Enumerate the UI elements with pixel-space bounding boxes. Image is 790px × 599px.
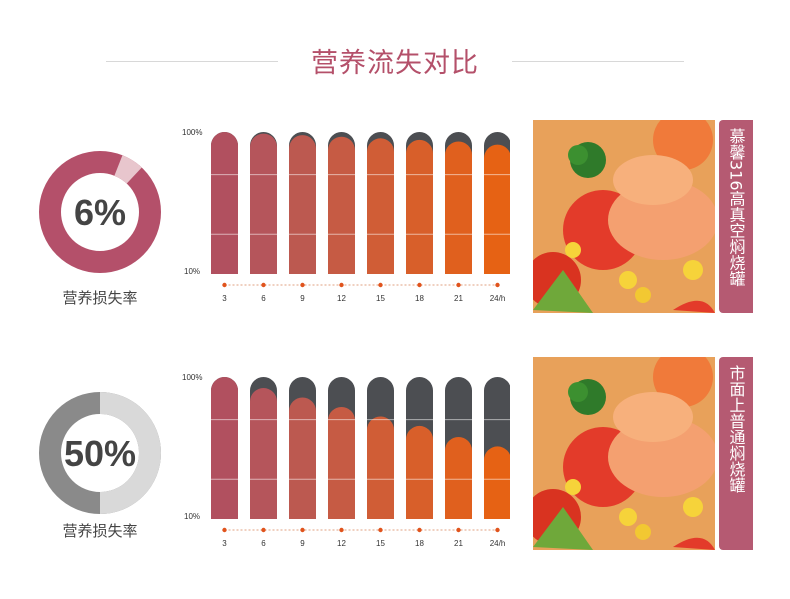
food-photo-1 (533, 120, 715, 313)
bar-9 (289, 397, 316, 519)
page-title: 营养流失对比 (311, 48, 479, 79)
y-tick-label-bottom: 10% (184, 512, 200, 521)
x-tick-label: 18 (415, 294, 424, 302)
x-tick-dot (378, 527, 383, 533)
bar-24/h (484, 144, 510, 274)
x-tick-dot (339, 282, 344, 288)
bar-15 (367, 416, 394, 519)
donut-loss-arc-1 (113, 155, 142, 184)
x-tick-dot (261, 527, 266, 533)
x-tick-label: 6 (261, 294, 266, 302)
y-tick-label-top: 100% (182, 373, 202, 382)
x-tick-label: 24/h (490, 294, 506, 302)
x-tick-label: 3 (222, 294, 227, 302)
x-tick-label: 15 (376, 539, 385, 547)
donut-label-1: 营养损失率 (62, 289, 138, 307)
food-photo-2 (533, 357, 715, 550)
x-tick-dot (300, 527, 305, 533)
bar-chart-1: 100% 10% 3 6 9 12 15 18 21 24/h (182, 128, 510, 302)
bar-18 (406, 425, 433, 519)
x-tick-label: 15 (376, 294, 385, 302)
x-tick-label: 6 (261, 539, 266, 547)
x-tick-dot (339, 527, 344, 533)
x-tick-label: 24/h (490, 539, 506, 547)
x-tick-dot (456, 282, 461, 288)
bar-18 (406, 139, 433, 274)
x-tick-dot (300, 282, 305, 288)
bar-15 (367, 138, 394, 274)
x-tick-label: 21 (454, 539, 463, 547)
bar-12 (328, 136, 355, 274)
x-tick-dot (495, 282, 500, 288)
donut-chart-1: 6% (39, 151, 161, 273)
x-tick-dot (456, 527, 461, 533)
bar-24/h (484, 446, 510, 519)
bar-3 (211, 377, 238, 519)
x-tick-label: 9 (300, 294, 305, 302)
x-tick-dot (222, 282, 227, 288)
x-tick-dot (417, 282, 422, 288)
y-tick-label-bottom: 10% (184, 267, 200, 276)
bar-6 (250, 133, 277, 274)
donut-percent-2: 50% (64, 433, 136, 474)
x-tick-label: 12 (337, 539, 346, 547)
product-label-2: 市面上普通焖烧罐 (719, 357, 753, 550)
bar-21 (445, 436, 472, 519)
product-label-1: 慕馨316高真空焖烧罐 (719, 120, 753, 313)
donut-label-2: 营养损失率 (62, 522, 138, 540)
x-tick-dot (495, 527, 500, 533)
x-tick-dot (378, 282, 383, 288)
bar-3 (211, 132, 238, 274)
donut-percent-1: 6% (74, 192, 126, 233)
x-tick-label: 18 (415, 539, 424, 547)
bar-chart-2: 100% 10% 3 6 9 12 15 18 21 24/h (182, 373, 510, 547)
x-tick-label: 12 (337, 294, 346, 302)
bar-9 (289, 135, 316, 274)
donut-chart-2: 50% (39, 392, 161, 514)
bar-12 (328, 406, 355, 519)
donut-loss-arc-2 (99, 392, 161, 514)
x-tick-dot (222, 527, 227, 533)
bar-6 (250, 388, 277, 519)
title-line-left (106, 61, 278, 62)
x-tick-label: 3 (222, 539, 227, 547)
x-tick-dot (417, 527, 422, 533)
y-tick-label-top: 100% (182, 128, 202, 137)
x-tick-label: 21 (454, 294, 463, 302)
donut-ring-1 (39, 151, 161, 273)
bar-21 (445, 141, 472, 274)
x-tick-dot (261, 282, 266, 288)
x-tick-label: 9 (300, 539, 305, 547)
title-line-right (512, 61, 684, 62)
